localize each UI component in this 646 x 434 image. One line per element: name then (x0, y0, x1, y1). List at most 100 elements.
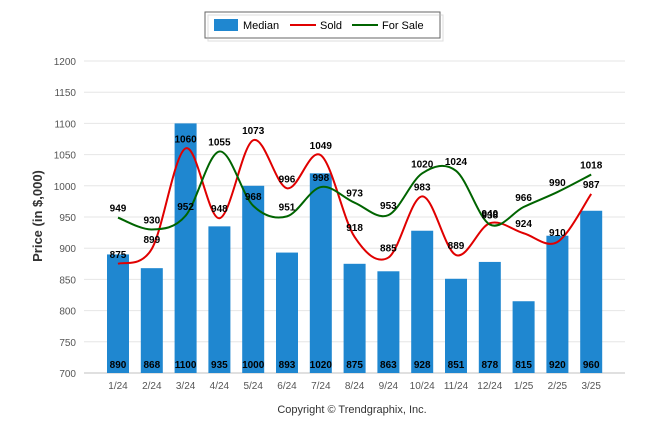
legend-median-swatch (214, 19, 238, 31)
median-bar (208, 226, 231, 373)
for-sale-value-label: 938 (481, 210, 498, 221)
y-tick-label: 1200 (54, 57, 77, 68)
legend-sold-label: Sold (320, 20, 342, 32)
x-tick-label: 3/25 (581, 381, 601, 392)
sold-value-label: 889 (448, 241, 465, 252)
sold-value-label: 899 (143, 235, 160, 246)
sold-value-label: 1073 (242, 126, 265, 137)
median-bar-value: 928 (414, 360, 431, 371)
x-tick-label: 7/24 (311, 381, 331, 392)
median-bar-value: 1020 (310, 360, 333, 371)
for-sale-value-label: 949 (110, 204, 127, 215)
for-sale-value-label: 951 (279, 202, 296, 213)
y-tick-label: 1050 (54, 151, 77, 162)
x-tick-label: 1/25 (514, 381, 534, 392)
series-lines (117, 139, 593, 265)
median-bar (411, 230, 434, 373)
legend-median-label: Median (243, 20, 279, 32)
x-tick-label: 2/24 (142, 381, 162, 392)
sold-value-label: 875 (110, 250, 127, 261)
y-tick-label: 800 (59, 307, 76, 318)
median-bar-value: 868 (143, 360, 160, 371)
y-tick-label: 950 (59, 213, 76, 224)
for-sale-value-label: 1055 (208, 137, 231, 148)
median-bar (512, 301, 535, 373)
median-bar-value: 890 (110, 360, 127, 371)
x-tick-label: 6/24 (277, 381, 297, 392)
median-bar (580, 210, 603, 373)
x-tick-label: 8/24 (345, 381, 365, 392)
sold-line (117, 139, 593, 265)
median-bar-value: 851 (448, 360, 465, 371)
data-labels: 890 868 1100 935 1000 893 1020 875 863 928 851 878 8… (110, 126, 603, 371)
for-sale-value-label: 990 (549, 178, 566, 189)
sold-value-label: 1049 (310, 141, 333, 152)
median-bar (478, 261, 501, 373)
x-tick-label: 4/24 (210, 381, 230, 392)
median-bar (107, 254, 129, 373)
y-tick-label: 700 (59, 369, 76, 380)
y-tick-label: 750 (59, 338, 76, 349)
for-sale-line (117, 150, 592, 231)
sold-value-label: 918 (346, 223, 363, 234)
sold-value-label: 940 (481, 209, 498, 220)
median-bar-value: 815 (515, 360, 532, 371)
y-tick-label: 1000 (54, 182, 77, 193)
sold-value-label: 996 (279, 174, 296, 185)
x-tick-label: 11/24 (444, 381, 469, 392)
sold-value-label: 885 (380, 244, 397, 255)
median-bar (343, 263, 366, 373)
for-sale-value-label: 966 (515, 193, 532, 204)
sold-value-label: 948 (211, 204, 228, 215)
for-sale-value-label: 973 (346, 189, 363, 200)
median-bar (445, 278, 467, 373)
sold-value-label: 987 (583, 180, 600, 191)
copyright-footer: Copyright © Trendgraphix, Inc. (277, 404, 426, 416)
sold-value-label: 983 (414, 182, 431, 193)
for-sale-value-label: 930 (143, 215, 160, 226)
x-tick-label: 3/24 (176, 381, 196, 392)
median-bar-value: 935 (211, 360, 228, 371)
y-axis-ticks: 700 750 800 850 900 950 1000 1050 1100 1150 1200 (54, 57, 77, 380)
x-tick-label: 2/25 (548, 381, 568, 392)
median-bar (276, 252, 298, 373)
for-sale-value-label: 968 (245, 192, 262, 203)
for-sale-value-label: 1020 (411, 159, 434, 170)
y-tick-label: 1150 (54, 88, 76, 99)
median-bar (174, 123, 197, 374)
x-tick-label: 10/24 (410, 381, 435, 392)
legend: Median Sold For Sale (204, 11, 444, 42)
y-tick-label: 850 (59, 275, 76, 286)
for-sale-value-label: 998 (312, 173, 329, 184)
median-bar-value: 878 (481, 360, 498, 371)
y-tick-label: 900 (59, 244, 76, 255)
for-sale-value-label: 1024 (445, 157, 468, 168)
median-bar-value: 920 (549, 360, 566, 371)
x-tick-label: 12/24 (477, 381, 502, 392)
x-axis-ticks: 1/24 2/24 3/24 4/24 5/24 6/24 7/24 8/24 9/24 10/2… (108, 381, 601, 392)
median-bar (140, 268, 163, 373)
median-bar (377, 271, 400, 373)
x-tick-label: 5/24 (243, 381, 263, 392)
median-bar-value: 893 (279, 360, 296, 371)
median-bar-value: 960 (583, 360, 600, 371)
median-bar (546, 235, 569, 373)
median-bar-value: 875 (346, 360, 363, 371)
for-sale-value-label: 1018 (580, 161, 603, 172)
for-sale-value-label: 952 (177, 202, 194, 213)
legend-forsale-label: For Sale (382, 20, 424, 32)
for-sale-value-label: 953 (380, 201, 397, 212)
sold-value-label: 1060 (174, 134, 197, 145)
y-axis-title: Price (in $,000) (30, 170, 45, 262)
median-bar-value: 1100 (175, 360, 197, 371)
median-bar (309, 173, 332, 373)
x-tick-label: 9/24 (379, 381, 399, 392)
x-tick-label: 1/24 (108, 381, 128, 392)
sold-value-label: 910 (549, 228, 566, 239)
sold-value-label: 924 (515, 219, 532, 230)
median-bar-value: 1000 (242, 360, 265, 371)
median-bar-value: 863 (380, 360, 397, 371)
y-tick-label: 1100 (54, 119, 76, 130)
median-bar (242, 185, 265, 373)
